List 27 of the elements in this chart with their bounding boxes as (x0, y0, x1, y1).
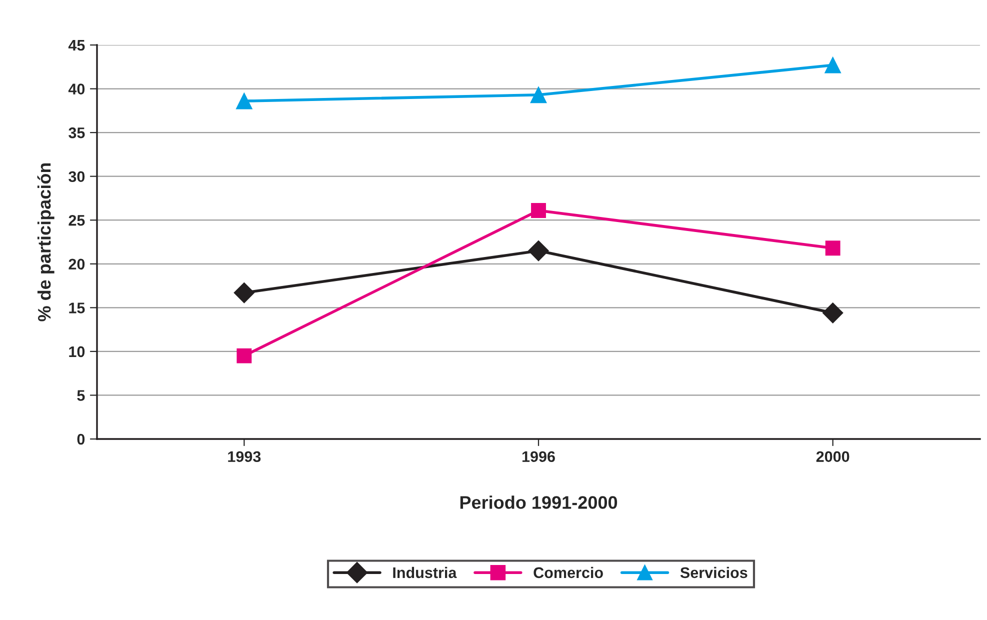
point (824, 56, 841, 74)
y-tick-label: 0 (77, 434, 85, 445)
point (531, 203, 546, 218)
point (236, 348, 252, 364)
point (530, 86, 547, 104)
y-tick-label: 5 (77, 390, 85, 401)
point (234, 282, 255, 304)
y-axis-title: % de participación (37, 163, 54, 322)
y-tick-label: 15 (69, 302, 85, 314)
point (528, 240, 549, 262)
point (825, 240, 840, 256)
y-tick-label: 30 (68, 171, 85, 182)
y-tick-label: 45 (68, 40, 85, 51)
y-tick-label: 10 (69, 346, 85, 358)
legend-label: Comercio (534, 566, 603, 578)
legend-label: Industria (393, 566, 457, 578)
y-tick-label: 25 (68, 214, 85, 226)
legend-label: Servicios (680, 566, 748, 578)
x-axis-title: Periodo 1991-2000 (460, 496, 618, 509)
x-tick-label: 2000 (816, 451, 850, 462)
y-tick-label: 35 (68, 127, 85, 138)
y-tick-label: 20 (68, 258, 85, 270)
point (236, 92, 252, 110)
point (822, 302, 844, 324)
x-tick-label: 1993 (228, 451, 261, 462)
x-tick-label: 1996 (522, 451, 555, 462)
y-tick-label: 40 (68, 84, 85, 94)
